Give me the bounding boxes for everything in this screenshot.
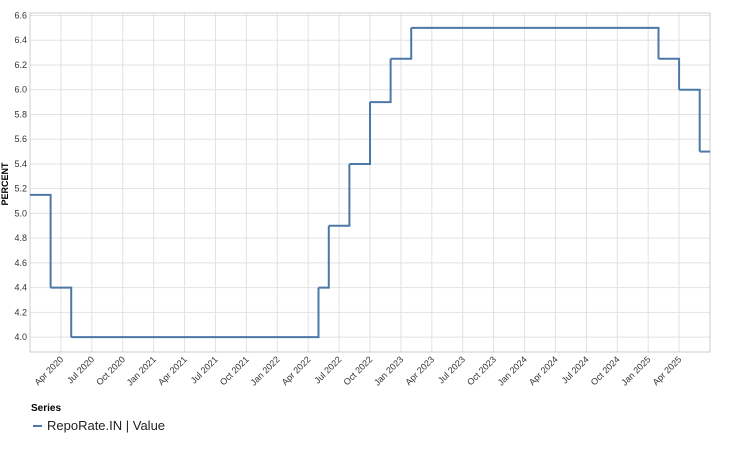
y-tick-label: 5.8 (14, 109, 27, 119)
x-tick-label: Jul 2020 (65, 354, 96, 385)
x-tick-label: Apr 2023 (403, 354, 436, 387)
step-segment (50, 286, 73, 338)
y-axis-label: PERCENT (0, 162, 10, 206)
plot-frame (29, 12, 711, 353)
x-tick-label: Oct 2024 (589, 354, 622, 387)
x-tick-label: Apr 2025 (651, 354, 684, 387)
x-tick-label: Apr 2024 (527, 354, 560, 387)
y-tick-label: 4.4 (14, 283, 27, 293)
step-segment (30, 193, 52, 288)
legend-title: Series (31, 403, 61, 414)
step-segment (658, 57, 681, 90)
y-tick-label: 6.0 (14, 85, 27, 95)
step-segment (370, 58, 392, 104)
y-tick-label: 6.6 (14, 10, 27, 20)
y-tick-label: 4.2 (14, 307, 27, 317)
x-tick-label: Apr 2022 (280, 354, 313, 387)
x-tick-label: Jan 2023 (372, 354, 405, 387)
x-tick-label: Jan 2021 (125, 354, 158, 387)
step-segment (679, 88, 701, 152)
y-tick-label: 5.4 (14, 159, 27, 169)
step-segment (318, 225, 330, 289)
y-tick-label: 4.0 (14, 332, 27, 342)
y-tick-label: 5.6 (14, 134, 27, 144)
y-tick-label: 5.2 (14, 184, 27, 194)
x-tick-label: Jul 2023 (436, 354, 467, 385)
x-tick-label: Apr 2020 (32, 354, 65, 387)
x-tick-label: Apr 2021 (156, 354, 189, 387)
step-segment (390, 27, 413, 60)
y-tick-label: 6.2 (14, 60, 27, 70)
x-tick-label: Oct 2021 (218, 354, 251, 387)
x-tick-label: Jan 2024 (496, 354, 529, 387)
step-segment (411, 26, 660, 59)
x-tick-label: Jan 2025 (619, 354, 652, 387)
y-tick-label: 5.0 (14, 208, 27, 218)
y-tick-label: 4.8 (14, 233, 27, 243)
x-tick-label: Oct 2022 (342, 354, 375, 387)
x-tick-label: Jan 2022 (248, 354, 281, 387)
x-tick-label: Jul 2024 (560, 354, 591, 385)
x-tick-label: Jul 2021 (189, 354, 220, 385)
legend-label: RepoRate.IN | Value (47, 418, 165, 433)
step-segment (71, 287, 320, 339)
x-tick-label: Oct 2020 (94, 354, 127, 387)
step-segment (328, 163, 351, 227)
x-tick-label: Jul 2022 (312, 354, 343, 385)
x-tick-label: Oct 2023 (465, 354, 498, 387)
y-tick-label: 6.4 (14, 35, 27, 45)
step-segment (349, 102, 371, 165)
y-tick-label: 4.6 (14, 258, 27, 268)
